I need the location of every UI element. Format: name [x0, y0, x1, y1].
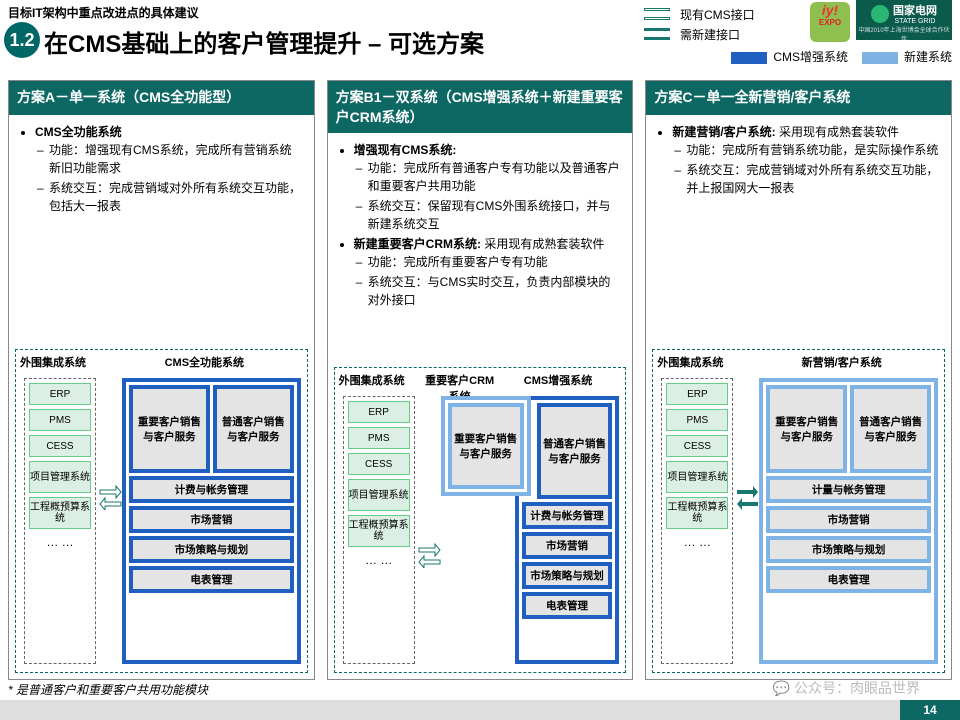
page-number: 14 — [900, 700, 960, 720]
sys-budget: 工程概预算系统 — [666, 497, 728, 529]
mod-marketing: 市场营销 — [129, 506, 294, 533]
plan-c-title: 方案C－单一全新营销/客户系统 — [646, 81, 951, 115]
legend-enhanced: CMS增强系统 — [731, 48, 848, 65]
plan-a-external-systems: ERP PMS CESS 项目管理系统 工程概预算系统 … … — [24, 378, 96, 664]
plan-b: 方案B1－双系统（CMS增强系统＋新建重要客户CRM系统） 增强现有CMS系统:… — [327, 80, 634, 680]
sys-erp: ERP — [348, 401, 410, 423]
plan-b-diagram: 外围集成系统 重要客户CRM系统 CMS增强系统 ERP PMS CESS 项目… — [334, 367, 627, 673]
mod-normal: 普通客户销售与客户服务 — [850, 385, 931, 473]
section-number: 1.2 — [4, 22, 40, 58]
plan-b-title: 方案B1－双系统（CMS增强系统＋新建重要客户CRM系统） — [328, 81, 633, 133]
swatch-new-icon — [862, 52, 898, 64]
state-grid-logo-icon: 国家电网 STATE GRID 中国2010年上海世博会全球合作伙伴 — [856, 0, 952, 40]
legend-systems: CMS增强系统 新建系统 — [731, 48, 952, 65]
sys-pms: PMS — [348, 427, 410, 449]
legend-existing: 现有CMS接口 — [640, 4, 790, 24]
legend-new-label: 需新建接口 — [680, 26, 740, 43]
sys-pm: 项目管理系统 — [348, 479, 410, 511]
sys-pms: PMS — [29, 409, 91, 431]
plan-a-title: 方案A－单一系统（CMS全功能型） — [9, 81, 314, 115]
plan-a-desc: CMS全功能系统 功能：增强现有CMS系统，完成所有营销系统新旧功能需求 系统交… — [9, 115, 314, 345]
sys-cess: CESS — [348, 453, 410, 475]
sys-more: … … — [29, 533, 91, 549]
plan-a-diag-right-label: CMS全功能系统 — [106, 354, 303, 370]
existing-arrow-icon — [640, 6, 674, 22]
mod-strategy: 市场策略与规划 — [522, 562, 613, 589]
mod-billing: 计费与帐务管理 — [129, 476, 294, 503]
sys-pm: 项目管理系统 — [29, 461, 91, 493]
legend-newsys: 新建系统 — [862, 48, 952, 65]
plan-c-external-systems: ERP PMS CESS 项目管理系统 工程概预算系统 … … — [661, 378, 733, 664]
plan-b-external-systems: ERP PMS CESS 项目管理系统 工程概预算系统 … … — [343, 396, 415, 664]
mod-marketing: 市场营销 — [766, 506, 931, 533]
sys-cess: CESS — [666, 435, 728, 457]
plan-c-desc: 新建营销/客户系统: 采用现有成熟套装软件 功能：完成所有营销系统功能，是实际操… — [646, 115, 951, 345]
sys-cess: CESS — [29, 435, 91, 457]
footer-bar — [0, 700, 960, 720]
expo-logo-icon: iy! EXPO — [810, 2, 850, 42]
mod-meter: 电表管理 — [129, 566, 294, 593]
sys-erp: ERP — [29, 383, 91, 405]
plan-b-desc: 增强现有CMS系统: 功能：完成所有普通客户专有功能以及普通客户和重要客户共用功… — [328, 133, 633, 363]
plan-b-crm-box: 重要客户销售与客户服务 — [441, 396, 531, 496]
plan-b-connector-left-icon — [417, 538, 441, 570]
legend-connectors: 现有CMS接口 需新建接口 — [640, 4, 790, 44]
sys-pm: 项目管理系统 — [666, 461, 728, 493]
sys-pms: PMS — [666, 409, 728, 431]
plans-row: 方案A－单一系统（CMS全功能型） CMS全功能系统 功能：增强现有CMS系统，… — [8, 80, 952, 680]
new-arrow-icon — [640, 26, 674, 42]
mod-vip: 重要客户销售与客户服务 — [766, 385, 847, 473]
mod-billing: 计费与帐务管理 — [522, 502, 613, 529]
mod-normal: 普通客户销售与客户服务 — [537, 403, 613, 499]
watermark: 💬 公众号：肉眼品世界 — [773, 678, 920, 698]
sys-more: … … — [348, 551, 410, 567]
sys-more: … … — [666, 533, 728, 549]
page-title: 在CMS基础上的客户管理提升 – 可选方案 — [44, 24, 484, 59]
swatch-enhanced-icon — [731, 52, 767, 64]
sys-budget: 工程概预算系统 — [348, 515, 410, 547]
mod-meter: 电表管理 — [522, 592, 613, 619]
footnote: * 是普通客户和重要客户共用功能模块 — [8, 681, 208, 698]
sys-budget: 工程概预算系统 — [29, 497, 91, 529]
plan-c-diagram: 外围集成系统 新营销/客户系统 ERP PMS CESS 项目管理系统 工程概预… — [652, 349, 945, 673]
mod-marketing: 市场营销 — [522, 532, 613, 559]
sys-erp: ERP — [666, 383, 728, 405]
mod-vip: 重要客户销售与客户服务 — [129, 385, 210, 473]
plan-c-newsys-stack: 重要客户销售与客户服务 普通客户销售与客户服务 计量与帐务管理 市场营销 市场策… — [759, 378, 938, 664]
mod-strategy: 市场策略与规划 — [766, 536, 931, 563]
legend-existing-label: 现有CMS接口 — [680, 6, 755, 23]
plan-b-crm-and-cms: 普通客户销售与客户服务 计费与帐务管理 市场营销 市场策略与规划 电表管理 重要… — [441, 396, 620, 664]
mod-strategy: 市场策略与规划 — [129, 536, 294, 563]
mod-normal: 普通客户销售与客户服务 — [213, 385, 294, 473]
mod-meter: 电表管理 — [766, 566, 931, 593]
plan-c-diag-left-label: 外围集成系统 — [657, 354, 743, 370]
plan-a-connector-icon — [98, 480, 122, 512]
plan-a-diag-left-label: 外围集成系统 — [20, 354, 106, 370]
header: 目标IT架构中重点改进点的具体建议 1.2 在CMS基础上的客户管理提升 – 可… — [0, 0, 960, 58]
plan-a-diagram: 外围集成系统 CMS全功能系统 ERP PMS CESS 项目管理系统 工程概预… — [15, 349, 308, 673]
plan-a: 方案A－单一系统（CMS全功能型） CMS全功能系统 功能：增强现有CMS系统，… — [8, 80, 315, 680]
plan-c: 方案C－单一全新营销/客户系统 新建营销/客户系统: 采用现有成熟套装软件 功能… — [645, 80, 952, 680]
plan-c-connector-icon — [735, 480, 759, 512]
plan-c-diag-right-label: 新营销/客户系统 — [743, 354, 940, 370]
mod-billing-c: 计量与帐务管理 — [766, 476, 931, 503]
plan-b-right-area: 普通客户销售与客户服务 计费与帐务管理 市场营销 市场策略与规划 电表管理 重要… — [441, 396, 620, 664]
plan-a-cms-stack: 重要客户销售与客户服务 普通客户销售与客户服务 计费与帐务管理 市场营销 市场策… — [122, 378, 301, 664]
mod-vip: 重要客户销售与客户服务 — [448, 403, 524, 489]
legend-new: 需新建接口 — [640, 24, 790, 44]
